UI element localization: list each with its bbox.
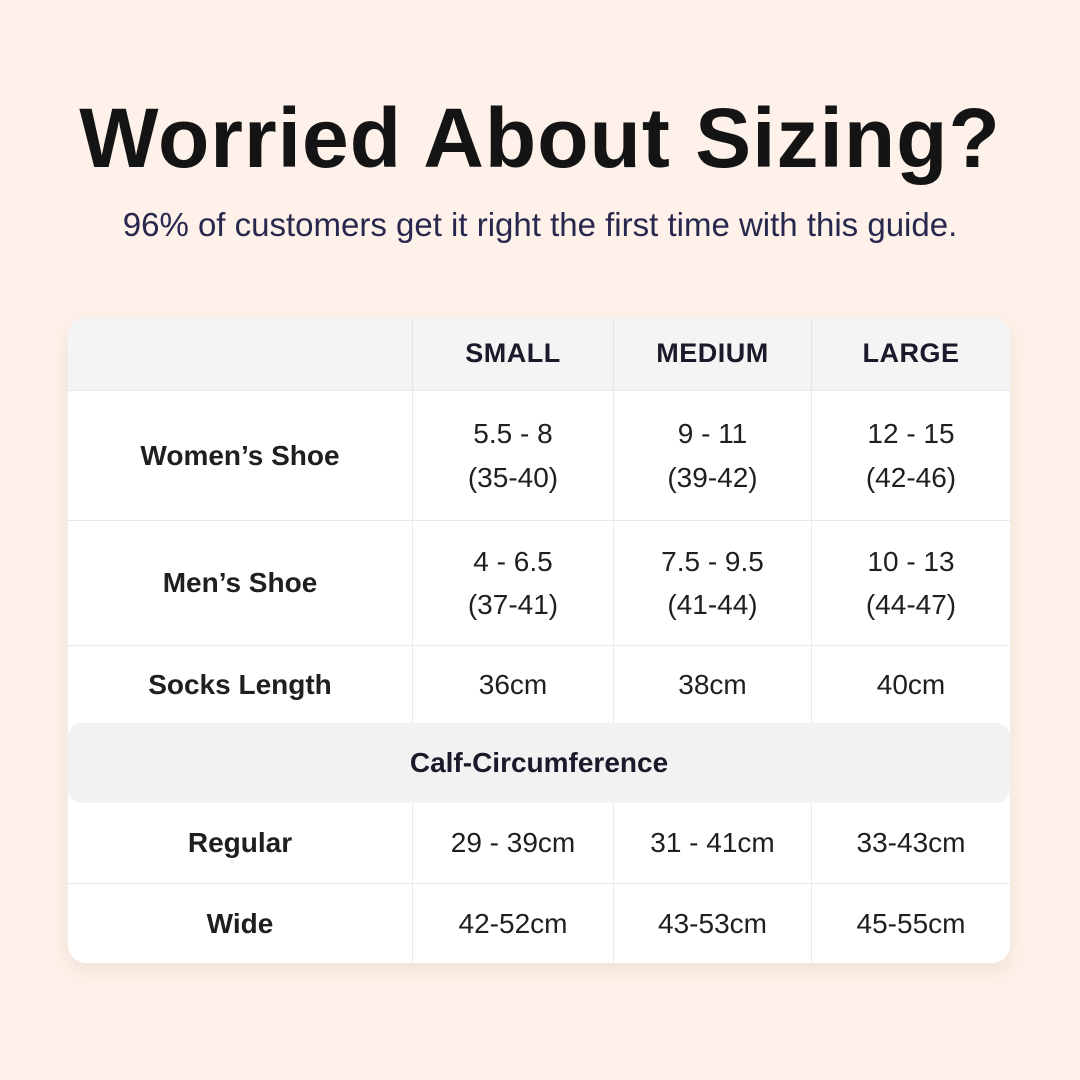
cell-line: 5.5 - 8 bbox=[473, 418, 553, 450]
cell-line: 12 - 15 bbox=[867, 418, 955, 450]
cell-line: (42-46) bbox=[865, 461, 957, 493]
cell-line: (35-40) bbox=[467, 461, 559, 493]
cell-wide-small: 42-52cm bbox=[412, 883, 613, 963]
cell-regular-large: 33-43cm bbox=[811, 803, 1010, 883]
cell-regular-small: 29 - 39cm bbox=[412, 803, 613, 883]
cell-womens-medium: 9 - 11 (39-42) bbox=[613, 390, 811, 520]
cell-womens-large: 12 - 15 (42-46) bbox=[811, 390, 1010, 520]
row-label-mens-shoe: Men’s Shoe bbox=[68, 520, 412, 645]
header-cell-large: LARGE bbox=[811, 318, 1010, 390]
header-cell-medium: MEDIUM bbox=[613, 318, 811, 390]
row-label-socks-length: Socks Length bbox=[68, 645, 412, 723]
cell-mens-large: 10 - 13 (44-47) bbox=[811, 520, 1010, 645]
cell-line: 9 - 11 bbox=[677, 418, 748, 450]
section-header-calf-circumference: Calf-Circumference bbox=[68, 723, 1010, 803]
header-cell-empty bbox=[68, 318, 412, 390]
cell-wide-medium: 43-53cm bbox=[613, 883, 811, 963]
cell-line: 7.5 - 9.5 bbox=[661, 545, 764, 577]
header-cell-small: SMALL bbox=[412, 318, 613, 390]
cell-line: (44-47) bbox=[865, 589, 957, 620]
cell-line: (41-44) bbox=[667, 589, 758, 620]
cell-womens-small: 5.5 - 8 (35-40) bbox=[412, 390, 613, 520]
cell-socks-small: 36cm bbox=[412, 645, 613, 723]
cell-socks-large: 40cm bbox=[811, 645, 1010, 723]
size-table: SMALL MEDIUM LARGE Women’s Shoe 5.5 - 8 … bbox=[68, 318, 1010, 963]
row-label-wide: Wide bbox=[68, 883, 412, 963]
cell-line: (39-42) bbox=[667, 461, 758, 493]
cell-socks-medium: 38cm bbox=[613, 645, 811, 723]
cell-mens-small: 4 - 6.5 (37-41) bbox=[412, 520, 613, 645]
page-subtitle: 96% of customers get it right the first … bbox=[122, 206, 958, 243]
cell-regular-medium: 31 - 41cm bbox=[613, 803, 811, 883]
cell-wide-large: 45-55cm bbox=[811, 883, 1010, 963]
row-label-womens-shoe: Women’s Shoe bbox=[68, 390, 412, 520]
page-title: Worried About Sizing? bbox=[79, 91, 1001, 185]
cell-line: 4 - 6.5 bbox=[473, 545, 553, 577]
cell-mens-medium: 7.5 - 9.5 (41-44) bbox=[613, 520, 811, 645]
row-label-regular: Regular bbox=[187, 827, 293, 859]
cell-line: 10 - 13 bbox=[867, 545, 955, 577]
cell-line: (37-41) bbox=[467, 589, 559, 620]
section-header-label: Calf-Circumference bbox=[68, 723, 1010, 803]
